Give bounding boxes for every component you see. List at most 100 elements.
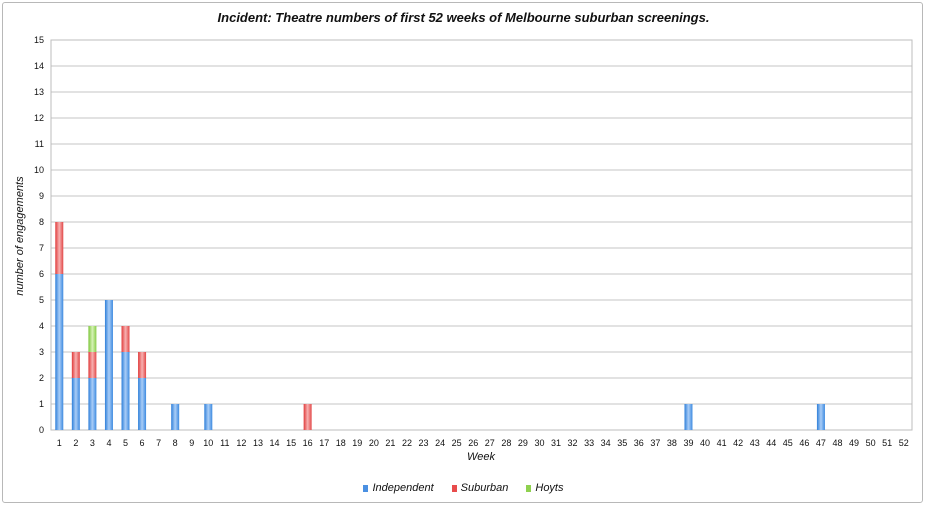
- x-tick-label: 11: [220, 438, 229, 448]
- x-tick-label: 40: [700, 438, 710, 448]
- bar-independent-week-6: [138, 378, 147, 430]
- x-tick-label: 9: [189, 438, 194, 448]
- x-tick-label: 26: [468, 438, 478, 448]
- x-axis-label: Week: [467, 451, 495, 463]
- x-tick-label: 8: [173, 438, 178, 448]
- x-tick-label: 33: [584, 438, 594, 448]
- x-tick-label: 30: [534, 438, 544, 448]
- x-tick-label: 38: [667, 438, 677, 448]
- legend-label-independent: Independent: [372, 482, 434, 494]
- x-tick-label: 45: [783, 438, 793, 448]
- x-tick-label: 41: [717, 438, 727, 448]
- x-tick-label: 49: [849, 438, 859, 448]
- y-tick-label: 5: [39, 295, 44, 305]
- y-tick-label: 15: [34, 35, 44, 45]
- y-tick-label: 14: [34, 61, 44, 71]
- x-tick-label: 7: [156, 438, 161, 448]
- legend-label-suburban: Suburban: [460, 482, 509, 494]
- x-tick-label: 13: [253, 438, 263, 448]
- x-tick-label: 31: [551, 438, 561, 448]
- bar-suburban-week-3: [88, 352, 97, 378]
- bar-suburban-week-16: [303, 404, 312, 430]
- x-tick-label: 48: [832, 438, 842, 448]
- bar-suburban-week-5: [121, 326, 130, 352]
- bar-hoyts-week-3: [88, 326, 97, 352]
- x-tick-label: 29: [518, 438, 528, 448]
- legend-item-suburban: Suburban: [451, 482, 509, 494]
- bar-suburban-week-1: [55, 222, 64, 274]
- x-tick-label: 2: [73, 438, 78, 448]
- x-tick-label: 6: [140, 438, 145, 448]
- x-tick-label: 21: [385, 438, 395, 448]
- bar-independent-week-8: [171, 404, 180, 430]
- legend: Independent Suburban Hoyts: [0, 482, 927, 494]
- x-tick-label: 17: [319, 438, 329, 448]
- y-tick-label: 1: [39, 399, 44, 409]
- x-tick-label: 52: [899, 438, 909, 448]
- x-tick-label: 23: [419, 438, 429, 448]
- y-tick-label: 13: [34, 87, 44, 97]
- x-tick-label: 44: [766, 438, 776, 448]
- x-tick-label: 15: [286, 438, 296, 448]
- x-tick-label: 34: [601, 438, 611, 448]
- x-tick-label: 47: [816, 438, 826, 448]
- plot-area-border: [50, 39, 913, 431]
- x-tick-label: 25: [452, 438, 462, 448]
- x-tick-label: 22: [402, 438, 412, 448]
- x-tick-label: 5: [123, 438, 128, 448]
- y-tick-label: 8: [39, 217, 44, 227]
- x-tick-label: 10: [203, 438, 213, 448]
- bar-independent-week-47: [816, 404, 825, 430]
- bar-independent-week-2: [71, 378, 80, 430]
- legend-label-hoyts: Hoyts: [535, 482, 564, 494]
- legend-swatch-hoyts: [526, 484, 532, 492]
- x-tick-label: 51: [882, 438, 892, 448]
- bar-independent-week-1: [55, 274, 64, 430]
- bar-suburban-week-6: [138, 352, 147, 378]
- x-tick-label: 12: [236, 438, 246, 448]
- bar-independent-week-4: [104, 300, 113, 430]
- x-tick-label: 35: [617, 438, 627, 448]
- x-tick-label: 4: [106, 438, 111, 448]
- x-tick-label: 14: [270, 438, 280, 448]
- x-tick-label: 16: [303, 438, 313, 448]
- x-tick-label: 42: [733, 438, 743, 448]
- x-tick-label: 36: [634, 438, 644, 448]
- x-tick-label: 27: [485, 438, 495, 448]
- x-tick-label: 24: [435, 438, 445, 448]
- x-tick-label: 1: [57, 438, 62, 448]
- chart-title: Incident: Theatre numbers of first 52 we…: [217, 10, 710, 25]
- bar-independent-week-3: [88, 378, 97, 430]
- x-tick-label: 19: [352, 438, 362, 448]
- x-tick-label: 32: [568, 438, 578, 448]
- y-tick-label: 9: [39, 191, 44, 201]
- bar-independent-week-5: [121, 352, 130, 430]
- y-tick-label: 0: [39, 425, 44, 435]
- y-tick-label: 7: [39, 243, 44, 253]
- bar-independent-week-39: [684, 404, 693, 430]
- legend-swatch-independent: [363, 484, 369, 492]
- x-tick-label: 28: [501, 438, 511, 448]
- y-tick-label: 4: [39, 321, 44, 331]
- x-tick-label: 50: [866, 438, 876, 448]
- x-tick-label: 18: [336, 438, 346, 448]
- y-tick-label: 11: [35, 139, 44, 149]
- legend-item-independent: Independent: [363, 482, 434, 494]
- y-tick-label: 6: [39, 269, 44, 279]
- x-tick-label: 3: [90, 438, 95, 448]
- bar-suburban-week-2: [71, 352, 80, 378]
- y-tick-label: 2: [39, 373, 44, 383]
- legend-swatch-suburban: [451, 484, 457, 492]
- x-tick-label: 39: [683, 438, 693, 448]
- y-tick-label: 3: [39, 347, 44, 357]
- y-tick-label: 10: [34, 165, 44, 175]
- x-tick-label: 43: [750, 438, 760, 448]
- x-tick-label: 20: [369, 438, 379, 448]
- bar-independent-week-10: [204, 404, 213, 430]
- x-tick-label: 37: [650, 438, 660, 448]
- x-tick-label: 46: [799, 438, 809, 448]
- y-tick-label: 12: [34, 113, 44, 123]
- legend-item-hoyts: Hoyts: [526, 482, 564, 494]
